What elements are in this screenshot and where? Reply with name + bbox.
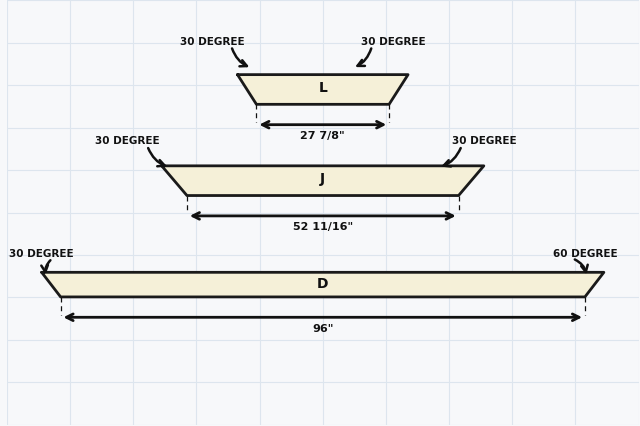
- Text: J: J: [320, 172, 325, 186]
- Text: 96": 96": [312, 323, 333, 333]
- Text: 27 7/8": 27 7/8": [300, 131, 345, 141]
- Text: 52 11/16": 52 11/16": [292, 222, 353, 232]
- Text: 30 DEGREE: 30 DEGREE: [95, 136, 159, 146]
- Text: 30 DEGREE: 30 DEGREE: [180, 37, 244, 46]
- Polygon shape: [42, 273, 604, 297]
- Text: L: L: [318, 81, 327, 95]
- Polygon shape: [162, 167, 484, 196]
- Text: 60 DEGREE: 60 DEGREE: [552, 248, 617, 258]
- Text: 30 DEGREE: 30 DEGREE: [452, 136, 516, 146]
- Polygon shape: [237, 75, 408, 105]
- Text: 30 DEGREE: 30 DEGREE: [9, 248, 74, 258]
- Text: D: D: [317, 276, 328, 290]
- Text: 30 DEGREE: 30 DEGREE: [361, 37, 426, 46]
